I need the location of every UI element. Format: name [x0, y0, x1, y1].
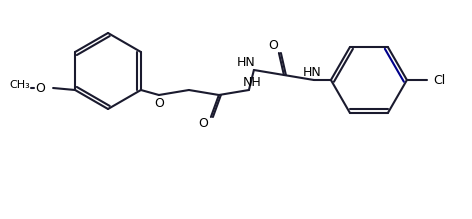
Text: HN: HN — [236, 55, 255, 69]
Text: CH₃: CH₃ — [10, 80, 31, 90]
Text: HN: HN — [303, 65, 321, 78]
Text: O: O — [198, 117, 208, 129]
Text: O: O — [35, 81, 45, 95]
Text: O: O — [154, 97, 164, 110]
Text: O: O — [268, 39, 278, 51]
Text: Cl: Cl — [433, 74, 445, 87]
Text: NH: NH — [243, 76, 261, 88]
